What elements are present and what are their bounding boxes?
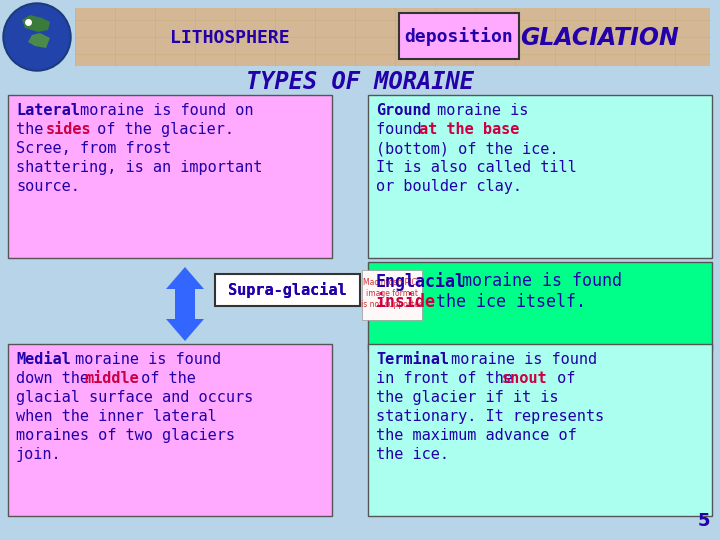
Text: the glacier if it is: the glacier if it is	[376, 390, 559, 405]
Text: Englacial: Englacial	[376, 272, 466, 291]
Text: moraine is found: moraine is found	[442, 352, 597, 367]
Text: source.: source.	[16, 179, 80, 194]
Text: Terminal: Terminal	[376, 352, 449, 367]
Text: inside: inside	[376, 293, 436, 311]
Text: LITHOSPHERE: LITHOSPHERE	[170, 29, 290, 47]
Text: moraine is found: moraine is found	[66, 352, 221, 367]
Text: image format: image format	[366, 289, 418, 298]
Text: moraine is found on: moraine is found on	[71, 103, 253, 118]
Text: TYPES OF MORAINE: TYPES OF MORAINE	[246, 70, 474, 94]
Text: moraines of two glaciers: moraines of two glaciers	[16, 428, 235, 443]
Text: It is also called till: It is also called till	[376, 160, 577, 175]
FancyBboxPatch shape	[368, 95, 712, 258]
Text: the ice.: the ice.	[376, 447, 449, 462]
Circle shape	[5, 5, 69, 69]
Text: sides: sides	[46, 122, 91, 137]
Text: Supra-glacial: Supra-glacial	[228, 282, 347, 298]
Text: middle: middle	[84, 371, 139, 386]
Text: Medial: Medial	[16, 352, 71, 367]
Text: stationary. It represents: stationary. It represents	[376, 409, 604, 424]
Text: Scree, from frost: Scree, from frost	[16, 141, 171, 156]
Text: GLACIATION: GLACIATION	[521, 26, 680, 50]
FancyBboxPatch shape	[8, 95, 332, 258]
FancyBboxPatch shape	[368, 262, 712, 350]
FancyBboxPatch shape	[399, 13, 519, 59]
Text: join.: join.	[16, 447, 62, 462]
Text: at the base: at the base	[419, 122, 519, 137]
Text: is not supported: is not supported	[361, 300, 423, 309]
Text: when the inner lateral: when the inner lateral	[16, 409, 217, 424]
FancyBboxPatch shape	[75, 8, 710, 66]
FancyBboxPatch shape	[368, 344, 712, 516]
Text: 5: 5	[698, 512, 710, 530]
Circle shape	[3, 3, 71, 71]
FancyArrow shape	[166, 316, 204, 341]
Text: found: found	[376, 122, 431, 137]
Text: in front of the: in front of the	[376, 371, 522, 386]
FancyBboxPatch shape	[215, 274, 360, 306]
Text: the maximum advance of: the maximum advance of	[376, 428, 577, 443]
Text: snout: snout	[502, 371, 548, 386]
Text: of the: of the	[132, 371, 196, 386]
Text: of the glacier.: of the glacier.	[88, 122, 234, 137]
Text: Supra-glacial: Supra-glacial	[228, 282, 347, 298]
FancyBboxPatch shape	[362, 270, 422, 320]
FancyArrow shape	[166, 267, 204, 292]
Text: Lateral: Lateral	[16, 103, 80, 118]
Text: or boulder clay.: or boulder clay.	[376, 179, 522, 194]
Polygon shape	[28, 33, 50, 48]
Text: (bottom) of the ice.: (bottom) of the ice.	[376, 141, 559, 156]
Text: Macintosh PICT: Macintosh PICT	[363, 278, 421, 287]
Text: shattering, is an important: shattering, is an important	[16, 160, 262, 175]
FancyBboxPatch shape	[175, 282, 195, 324]
FancyBboxPatch shape	[8, 344, 332, 516]
Text: down the: down the	[16, 371, 98, 386]
Text: glacial surface and occurs: glacial surface and occurs	[16, 390, 253, 405]
Text: of: of	[548, 371, 575, 386]
Text: deposition: deposition	[405, 28, 513, 46]
Text: moraine is found: moraine is found	[452, 272, 622, 290]
Text: moraine is: moraine is	[428, 103, 528, 118]
Polygon shape	[22, 15, 50, 32]
Text: the: the	[16, 122, 53, 137]
Text: the ice itself.: the ice itself.	[426, 293, 586, 311]
Text: Ground: Ground	[376, 103, 431, 118]
